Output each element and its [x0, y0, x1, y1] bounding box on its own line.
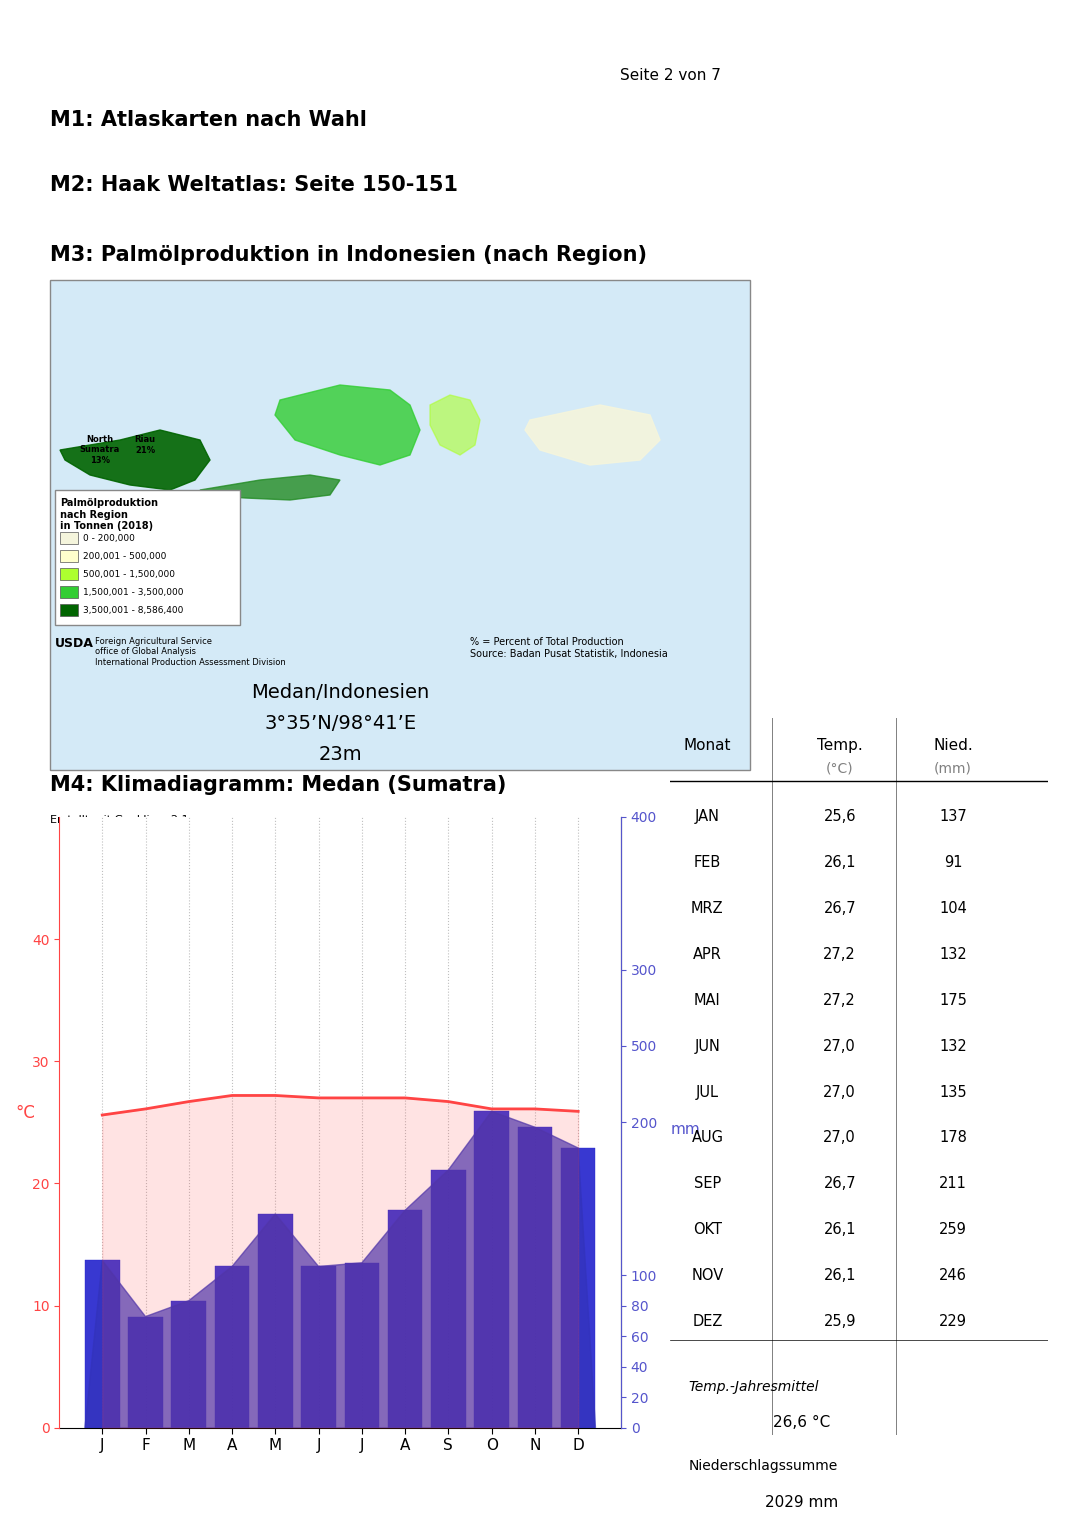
Text: 132: 132 — [940, 947, 967, 962]
FancyBboxPatch shape — [60, 568, 78, 580]
Text: 23m: 23m — [319, 745, 362, 764]
Text: 91: 91 — [944, 855, 962, 870]
Text: MRZ: MRZ — [691, 901, 724, 916]
Text: Erstellt mit Geoklima 2.1: Erstellt mit Geoklima 2.1 — [50, 815, 189, 825]
Polygon shape — [60, 431, 210, 490]
Text: (mm): (mm) — [934, 762, 972, 776]
Text: 27,0: 27,0 — [823, 1084, 856, 1099]
Text: 104: 104 — [940, 901, 967, 916]
Bar — [85, 1260, 120, 1428]
Text: 175: 175 — [940, 993, 967, 1008]
Text: 3,500,001 - 8,586,400: 3,500,001 - 8,586,400 — [83, 606, 184, 614]
Text: USDA: USDA — [55, 637, 94, 651]
Text: Temp.-Jahresmittel: Temp.-Jahresmittel — [689, 1379, 819, 1394]
Text: 26,1: 26,1 — [823, 1267, 856, 1283]
Text: Riau
21%: Riau 21% — [134, 435, 156, 455]
Text: 3°35’N/98°41’E: 3°35’N/98°41’E — [265, 715, 416, 733]
Text: 2029 mm: 2029 mm — [766, 1495, 838, 1510]
Text: 0 - 200,000: 0 - 200,000 — [83, 533, 135, 542]
Y-axis label: mm: mm — [671, 1122, 701, 1138]
Text: 135: 135 — [940, 1084, 967, 1099]
Bar — [129, 1316, 163, 1428]
Text: Medan/Indonesien: Medan/Indonesien — [251, 684, 430, 702]
Text: 132: 132 — [940, 1038, 967, 1054]
Polygon shape — [430, 395, 480, 455]
Polygon shape — [525, 405, 660, 466]
FancyBboxPatch shape — [50, 279, 750, 770]
Polygon shape — [275, 385, 420, 466]
Text: 27,2: 27,2 — [823, 947, 856, 962]
Text: 26,7: 26,7 — [823, 1176, 856, 1191]
Text: M1: Atlaskarten nach Wahl: M1: Atlaskarten nach Wahl — [50, 110, 367, 130]
Text: Seite 2 von 7: Seite 2 von 7 — [620, 69, 720, 82]
Text: 25,9: 25,9 — [823, 1313, 856, 1328]
FancyBboxPatch shape — [60, 605, 78, 615]
Text: 178: 178 — [940, 1130, 967, 1145]
Polygon shape — [85, 1112, 595, 1428]
Text: JUN: JUN — [694, 1038, 720, 1054]
Text: SEP: SEP — [693, 1176, 721, 1191]
Text: 200,001 - 500,000: 200,001 - 500,000 — [83, 551, 166, 560]
Text: Foreign Agricultural Service
office of Global Analysis
International Production : Foreign Agricultural Service office of G… — [95, 637, 286, 667]
Text: % = Percent of Total Production
Source: Badan Pusat Statistik, Indonesia: % = Percent of Total Production Source: … — [470, 637, 667, 658]
Text: 137: 137 — [940, 809, 967, 825]
FancyBboxPatch shape — [55, 490, 240, 625]
Bar — [301, 1266, 336, 1428]
FancyBboxPatch shape — [60, 586, 78, 599]
Text: AUG: AUG — [691, 1130, 724, 1145]
Text: 500,001 - 1,500,000: 500,001 - 1,500,000 — [83, 570, 175, 579]
Text: 27,2: 27,2 — [823, 993, 856, 1008]
Text: Palmölproduktion
nach Region
in Tonnen (2018): Palmölproduktion nach Region in Tonnen (… — [60, 498, 158, 531]
Text: M2: Haak Weltatlas: Seite 150-151: M2: Haak Weltatlas: Seite 150-151 — [50, 176, 458, 195]
Text: M3: Palmölproduktion in Indonesien (nach Region): M3: Palmölproduktion in Indonesien (nach… — [50, 244, 647, 266]
Y-axis label: °C: °C — [15, 1104, 35, 1122]
Bar — [517, 1127, 552, 1428]
Text: JAN: JAN — [694, 809, 720, 825]
Text: Temp.: Temp. — [816, 738, 863, 753]
Text: JUL: JUL — [696, 1084, 719, 1099]
Text: 259: 259 — [940, 1222, 967, 1237]
Polygon shape — [200, 475, 340, 499]
Text: 211: 211 — [940, 1176, 967, 1191]
FancyBboxPatch shape — [60, 550, 78, 562]
Text: 27,0: 27,0 — [823, 1130, 856, 1145]
Text: 246: 246 — [940, 1267, 967, 1283]
Text: 25,6: 25,6 — [823, 809, 856, 825]
Text: APR: APR — [693, 947, 721, 962]
Text: (°C): (°C) — [826, 762, 853, 776]
Text: 229: 229 — [940, 1313, 967, 1328]
Bar — [474, 1112, 509, 1428]
Text: Niederschlagssumme: Niederschlagssumme — [689, 1460, 838, 1474]
Text: North
Sumatra
13%: North Sumatra 13% — [80, 435, 120, 464]
Bar — [215, 1266, 249, 1428]
Text: 1,500,001 - 3,500,000: 1,500,001 - 3,500,000 — [83, 588, 184, 597]
FancyBboxPatch shape — [60, 531, 78, 544]
Text: MAI: MAI — [694, 993, 720, 1008]
Text: 26,7: 26,7 — [823, 901, 856, 916]
Text: Nied.: Nied. — [933, 738, 973, 753]
Text: 26,1: 26,1 — [823, 855, 856, 870]
Bar — [388, 1211, 422, 1428]
Bar — [172, 1301, 206, 1428]
Bar — [561, 1148, 595, 1428]
Text: OKT: OKT — [693, 1222, 721, 1237]
Bar — [345, 1263, 379, 1428]
Bar — [431, 1170, 465, 1428]
Text: 27,0: 27,0 — [823, 1038, 856, 1054]
Text: M4: Klimadiagramm: Medan (Sumatra): M4: Klimadiagramm: Medan (Sumatra) — [50, 776, 507, 796]
Text: 26,6 °C: 26,6 °C — [773, 1416, 831, 1431]
Bar — [258, 1214, 293, 1428]
Text: 26,1: 26,1 — [823, 1222, 856, 1237]
Text: DEZ: DEZ — [692, 1313, 723, 1328]
Text: Monat: Monat — [684, 738, 731, 753]
Text: FEB: FEB — [693, 855, 721, 870]
Text: NOV: NOV — [691, 1267, 724, 1283]
